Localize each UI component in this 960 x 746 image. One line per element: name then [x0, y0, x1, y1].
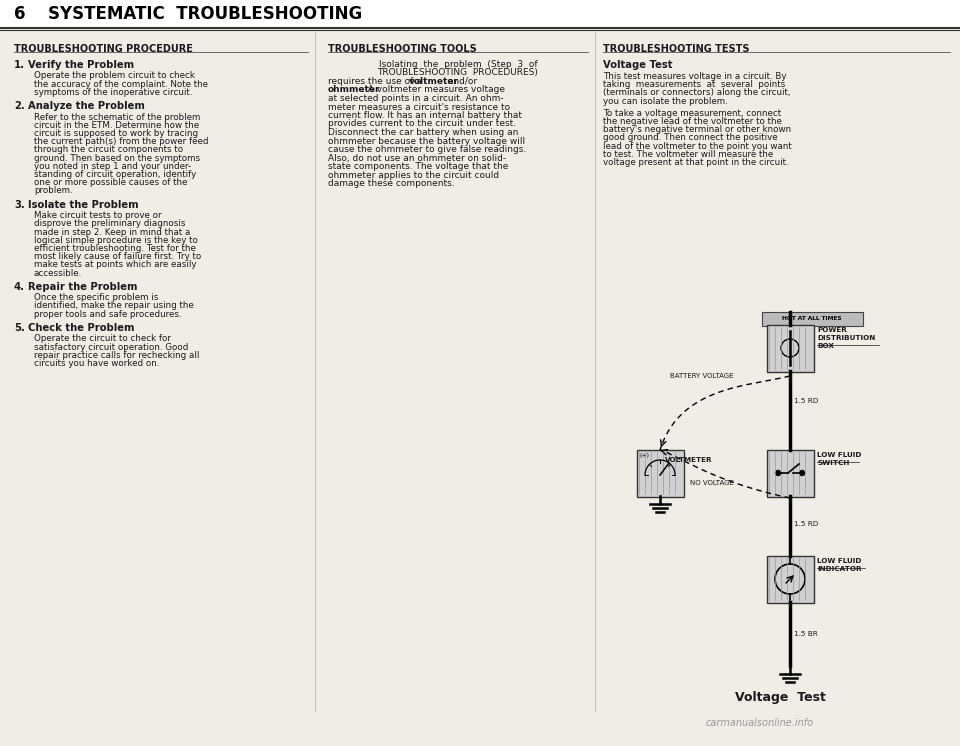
- Text: the negative lead of the voltmeter to the: the negative lead of the voltmeter to th…: [603, 117, 781, 126]
- Text: Once the specific problem is: Once the specific problem is: [34, 293, 158, 302]
- Text: ohmmeter because the battery voltage will: ohmmeter because the battery voltage wil…: [328, 137, 525, 145]
- Text: the current path(s) from the power feed: the current path(s) from the power feed: [34, 137, 208, 146]
- Text: provides current to the circuit under test.: provides current to the circuit under te…: [328, 119, 516, 128]
- Text: lead of the voltmeter to the point you want: lead of the voltmeter to the point you w…: [603, 142, 792, 151]
- FancyBboxPatch shape: [761, 312, 862, 325]
- Text: Also, do not use an ohmmeter on solid-: Also, do not use an ohmmeter on solid-: [328, 154, 506, 163]
- Text: NO VOLTAGE: NO VOLTAGE: [690, 480, 733, 486]
- Text: at selected points in a circuit. An ohm-: at selected points in a circuit. An ohm-: [328, 94, 504, 103]
- Text: 1.: 1.: [14, 60, 25, 70]
- Text: 1.5 RD: 1.5 RD: [794, 398, 818, 404]
- Text: problem.: problem.: [34, 186, 73, 195]
- Text: . A voltmeter measures voltage: . A voltmeter measures voltage: [362, 86, 505, 95]
- Text: cause the ohmmeter to give false readings.: cause the ohmmeter to give false reading…: [328, 145, 526, 154]
- Text: Isolate the Problem: Isolate the Problem: [28, 200, 138, 210]
- Text: 3.: 3.: [14, 200, 25, 210]
- Text: made in step 2. Keep in mind that a: made in step 2. Keep in mind that a: [34, 228, 190, 236]
- Text: Voltage Test: Voltage Test: [603, 60, 673, 70]
- FancyBboxPatch shape: [766, 556, 813, 603]
- Text: Repair the Problem: Repair the Problem: [28, 282, 137, 292]
- Text: the accuracy of the complaint. Note the: the accuracy of the complaint. Note the: [34, 80, 208, 89]
- Text: LOW FLUID: LOW FLUID: [817, 452, 861, 458]
- Text: Analyze the Problem: Analyze the Problem: [28, 101, 145, 111]
- Text: logical simple procedure is the key to: logical simple procedure is the key to: [34, 236, 198, 245]
- Text: you can isolate the problem.: you can isolate the problem.: [603, 96, 728, 106]
- Text: to test. The voltmeter will measure the: to test. The voltmeter will measure the: [603, 150, 773, 159]
- Text: ohmmeter applies to the circuit could: ohmmeter applies to the circuit could: [328, 171, 499, 180]
- Text: ohmmeter: ohmmeter: [328, 86, 380, 95]
- Text: repair practice calls for rechecking all: repair practice calls for rechecking all: [34, 351, 200, 360]
- Text: standing of circuit operation, identify: standing of circuit operation, identify: [34, 170, 196, 179]
- Text: TROUBLESHOOTING TESTS: TROUBLESHOOTING TESTS: [603, 44, 750, 54]
- Text: you noted in step 1 and your under-: you noted in step 1 and your under-: [34, 162, 191, 171]
- Text: circuit is supposed to work by tracing: circuit is supposed to work by tracing: [34, 129, 198, 138]
- Text: SWITCH: SWITCH: [817, 460, 850, 466]
- Text: Operate the problem circuit to check: Operate the problem circuit to check: [34, 72, 195, 81]
- Text: meter measures a circuit's resistance to: meter measures a circuit's resistance to: [328, 102, 510, 111]
- Text: ground. Then based on the symptoms: ground. Then based on the symptoms: [34, 154, 200, 163]
- Text: VOLTMETER: VOLTMETER: [665, 457, 712, 463]
- Text: To take a voltage measurement, connect: To take a voltage measurement, connect: [603, 109, 781, 118]
- Text: Operate the circuit to check for: Operate the circuit to check for: [34, 334, 171, 343]
- Text: damage these components.: damage these components.: [328, 179, 455, 188]
- Text: Verify the Problem: Verify the Problem: [28, 60, 134, 70]
- Text: Make circuit tests to prove or: Make circuit tests to prove or: [34, 211, 161, 220]
- Text: efficient troubleshooting. Test for the: efficient troubleshooting. Test for the: [34, 244, 196, 253]
- Text: and/or: and/or: [445, 77, 477, 86]
- Text: 2.: 2.: [14, 101, 25, 111]
- Text: symptoms of the inoperative circuit.: symptoms of the inoperative circuit.: [34, 88, 192, 97]
- Text: accessible.: accessible.: [34, 269, 83, 278]
- Text: state components. The voltage that the: state components. The voltage that the: [328, 162, 509, 171]
- Text: SYSTEMATIC  TROUBLESHOOTING: SYSTEMATIC TROUBLESHOOTING: [48, 5, 362, 23]
- Text: BOX: BOX: [817, 343, 834, 349]
- Text: 5.: 5.: [14, 323, 25, 333]
- Text: DISTRIBUTION: DISTRIBUTION: [817, 335, 876, 341]
- Text: (+): (+): [640, 453, 650, 458]
- Text: make tests at points which are easily: make tests at points which are easily: [34, 260, 197, 269]
- Text: taking  measurements  at  several  points: taking measurements at several points: [603, 81, 785, 90]
- FancyBboxPatch shape: [766, 450, 813, 497]
- Text: carmanualsonline.info: carmanualsonline.info: [706, 718, 814, 728]
- Text: voltage present at that point in the circuit.: voltage present at that point in the cir…: [603, 158, 788, 167]
- Text: circuits you have worked on.: circuits you have worked on.: [34, 359, 159, 368]
- Text: current flow. It has an internal battery that: current flow. It has an internal battery…: [328, 111, 522, 120]
- Circle shape: [800, 471, 804, 475]
- Text: most likely cause of failure first. Try to: most likely cause of failure first. Try …: [34, 252, 202, 261]
- Text: requires the use of a: requires the use of a: [328, 77, 424, 86]
- Text: LOW FLUID: LOW FLUID: [817, 558, 861, 564]
- Text: TROUBLESHOOTING TOOLS: TROUBLESHOOTING TOOLS: [328, 44, 477, 54]
- Text: disprove the preliminary diagnosis: disprove the preliminary diagnosis: [34, 219, 185, 228]
- Text: Disconnect the car battery when using an: Disconnect the car battery when using an: [328, 128, 518, 137]
- Text: Refer to the schematic of the problem: Refer to the schematic of the problem: [34, 113, 201, 122]
- Text: TROUBLESHOOTING  PROCEDURES): TROUBLESHOOTING PROCEDURES): [377, 69, 539, 78]
- Text: INDICATOR: INDICATOR: [817, 566, 861, 572]
- Text: BATTERY VOLTAGE: BATTERY VOLTAGE: [670, 373, 733, 379]
- FancyBboxPatch shape: [636, 450, 684, 497]
- Text: proper tools and safe procedures.: proper tools and safe procedures.: [34, 310, 181, 319]
- FancyBboxPatch shape: [766, 325, 813, 372]
- Text: Voltage  Test: Voltage Test: [734, 691, 826, 704]
- Text: HOT AT ALL TIMES: HOT AT ALL TIMES: [782, 316, 842, 321]
- Text: POWER: POWER: [817, 327, 847, 333]
- Text: battery's negative terminal or other known: battery's negative terminal or other kno…: [603, 125, 791, 134]
- Text: voltmeter: voltmeter: [409, 77, 459, 86]
- Text: 6: 6: [14, 5, 26, 23]
- Text: satisfactory circuit operation. Good: satisfactory circuit operation. Good: [34, 342, 188, 351]
- Text: (terminals or connectors) along the circuit,: (terminals or connectors) along the circ…: [603, 88, 790, 98]
- Text: Check the Problem: Check the Problem: [28, 323, 134, 333]
- Text: identified, make the repair using the: identified, make the repair using the: [34, 301, 194, 310]
- Text: 1.5 BR: 1.5 BR: [794, 631, 818, 637]
- Text: Isolating  the  problem  (Step  3  of: Isolating the problem (Step 3 of: [378, 60, 538, 69]
- Text: 1.5 RD: 1.5 RD: [794, 521, 818, 527]
- Circle shape: [776, 471, 780, 475]
- Text: 4.: 4.: [14, 282, 25, 292]
- Text: TROUBLESHOOTING PROCEDURE: TROUBLESHOOTING PROCEDURE: [14, 44, 193, 54]
- Text: circuit in the ETM. Determine how the: circuit in the ETM. Determine how the: [34, 121, 199, 130]
- Text: one or more possible causes of the: one or more possible causes of the: [34, 178, 187, 187]
- Text: good ground. Then connect the positive: good ground. Then connect the positive: [603, 134, 778, 142]
- Text: This test measures voltage in a circuit. By: This test measures voltage in a circuit.…: [603, 72, 786, 81]
- Text: through the circuit components to: through the circuit components to: [34, 145, 183, 154]
